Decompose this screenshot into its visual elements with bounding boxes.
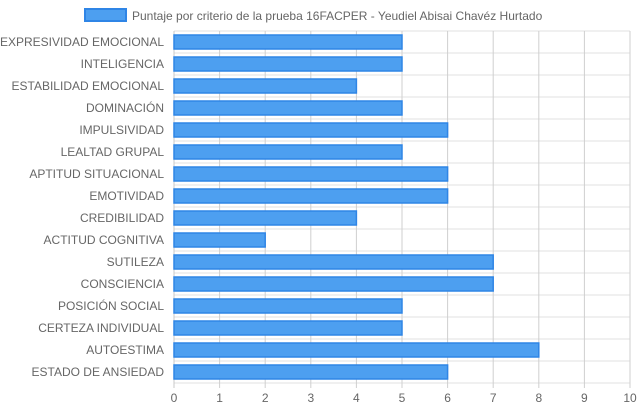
bar[interactable] <box>173 166 449 182</box>
bar[interactable] <box>173 122 449 138</box>
y-tick-label: CREDIBILIDAD <box>80 211 164 225</box>
bar[interactable] <box>173 78 358 94</box>
legend-swatch[interactable] <box>84 8 127 22</box>
x-tick-label: 6 <box>444 391 451 405</box>
bar[interactable] <box>173 188 449 204</box>
y-tick-label: APTITUD SITUACIONAL <box>29 167 164 181</box>
y-tick-label: CONSCIENCIA <box>81 277 164 291</box>
y-tick-label: EMOTIVIDAD <box>89 189 164 203</box>
x-tick-label: 1 <box>216 391 223 405</box>
bar[interactable] <box>173 254 494 270</box>
y-tick-label: POSICIÓN SOCIAL <box>58 298 164 313</box>
bar[interactable] <box>173 342 540 358</box>
bar[interactable] <box>173 144 403 160</box>
x-tick-label: 0 <box>171 391 178 405</box>
y-tick-label: ACTITUD COGNITIVA <box>44 233 164 247</box>
y-tick-label: DOMINACIÓN <box>86 100 164 115</box>
x-tick-label: 9 <box>581 391 588 405</box>
x-axis-labels: 0 1 2 3 4 5 6 7 8 9 10 <box>171 391 637 405</box>
bar[interactable] <box>173 34 403 50</box>
bar[interactable] <box>173 276 494 292</box>
bars <box>173 34 540 380</box>
x-tick-label: 5 <box>399 391 406 405</box>
bar[interactable] <box>173 320 403 336</box>
y-tick-label: SUTILEZA <box>107 255 164 269</box>
bar[interactable] <box>173 210 358 226</box>
y-tick-label: IMPULSIVIDAD <box>79 123 164 137</box>
x-tick-label: 3 <box>307 391 314 405</box>
x-tick-label: 7 <box>490 391 497 405</box>
y-tick-label: EXPRESIVIDAD EMOCIONAL <box>0 35 164 49</box>
y-tick-label: ESTABILIDAD EMOCIONAL <box>12 79 165 93</box>
legend[interactable]: Puntaje por criterio de la prueba 16FACP… <box>84 8 543 23</box>
bar[interactable] <box>173 298 403 314</box>
x-tick-label: 2 <box>262 391 269 405</box>
y-tick-label: LEALTAD GRUPAL <box>61 145 165 159</box>
y-tick-label: CERTEZA INDIVIDUAL <box>38 321 164 335</box>
bar[interactable] <box>173 100 403 116</box>
x-tick-label: 10 <box>623 391 637 405</box>
bar[interactable] <box>173 56 403 72</box>
bar[interactable] <box>173 364 449 380</box>
x-tick-label: 4 <box>353 391 360 405</box>
x-tick-label: 8 <box>535 391 542 405</box>
y-tick-label: AUTOESTIMA <box>86 343 164 357</box>
y-tick-label: INTELIGENCIA <box>81 57 164 71</box>
legend-label: Puntaje por criterio de la prueba 16FACP… <box>132 9 543 23</box>
y-tick-label: ESTADO DE ANSIEDAD <box>32 365 165 379</box>
y-axis-labels: EXPRESIVIDAD EMOCIONAL INTELIGENCIA ESTABI… <box>0 35 164 379</box>
bar[interactable] <box>173 232 266 248</box>
